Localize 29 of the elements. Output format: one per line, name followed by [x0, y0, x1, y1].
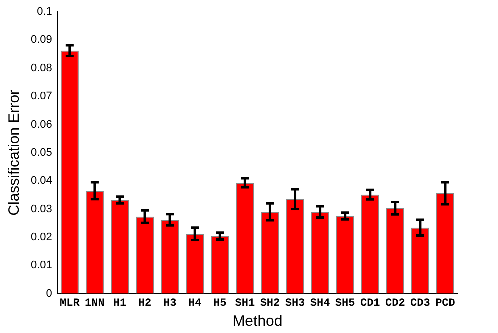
x-tick-label: PCD: [436, 298, 456, 310]
y-tick-label: 0: [46, 288, 52, 300]
x-tick-label: SH2: [260, 298, 280, 310]
y-tick-label: 0.04: [30, 175, 52, 188]
x-tick-label: H4: [188, 298, 202, 310]
x-tick-label: CD1: [360, 298, 381, 310]
x-tick-label: H1: [113, 298, 127, 310]
x-tick-label: H2: [138, 298, 152, 310]
x-tick-label: H5: [214, 298, 228, 310]
y-tick-label: 0.02: [30, 231, 52, 244]
y-tick-label: 0.07: [30, 90, 52, 103]
y-tick-label: 0.06: [30, 118, 52, 131]
y-tick-label: 0.05: [30, 146, 52, 159]
x-tick-label: SH5: [335, 298, 356, 310]
x-tick-label: SH4: [310, 298, 331, 310]
y-tick-label: 0.1: [37, 6, 52, 18]
y-tick-label: 0.03: [30, 203, 52, 216]
y-tick-label: 0.08: [30, 62, 52, 74]
y-axis-title: Classification Error: [6, 90, 24, 216]
x-tick-label: SH1: [235, 298, 256, 310]
x-axis-title: Method: [232, 313, 283, 330]
y-tick-label: 0.01: [30, 260, 52, 272]
x-tick-label: CD3: [410, 298, 431, 310]
x-tick-label: SH3: [285, 298, 306, 310]
x-tick-label: MLR: [60, 298, 80, 310]
y-tick-label: 0.09: [30, 34, 52, 46]
x-tick-label: H3: [163, 298, 178, 310]
x-tick-label: CD2: [386, 298, 406, 310]
x-tick-label: 1NN: [85, 298, 105, 310]
